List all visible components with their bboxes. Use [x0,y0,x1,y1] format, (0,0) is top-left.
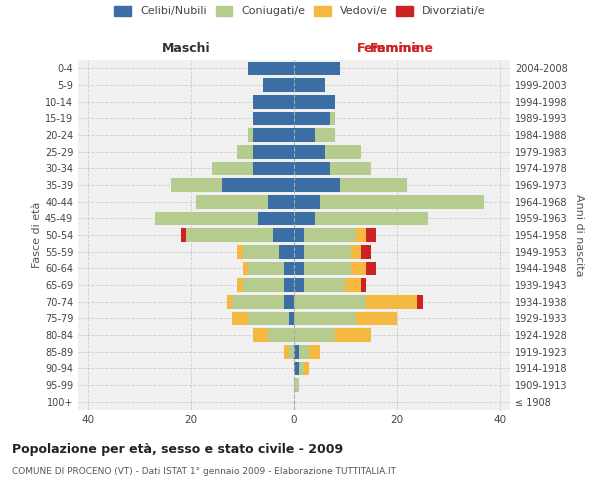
Bar [227,295,232,308]
Bar [294,145,325,158]
Bar [284,295,294,308]
Bar [361,245,371,258]
Bar [155,212,258,225]
Bar [294,362,299,375]
Bar [294,162,330,175]
Bar [232,312,248,325]
Bar [294,378,299,392]
Bar [304,362,310,375]
Bar [294,128,314,142]
Bar [278,245,294,258]
Bar [294,312,356,325]
Bar [222,178,294,192]
Bar [346,278,361,292]
Bar [248,62,294,75]
Text: Femmine: Femmine [357,42,421,55]
Bar [325,145,361,158]
Bar [294,62,340,75]
Legend: Celibi/Nubili, Coniugati/e, Vedovi/e, Divorziati/e: Celibi/Nubili, Coniugati/e, Vedovi/e, Di… [115,6,485,16]
Bar [181,228,186,242]
Bar [242,278,284,292]
Y-axis label: Anni di nascita: Anni di nascita [574,194,584,276]
Bar [289,312,294,325]
Bar [289,345,294,358]
Bar [366,295,418,308]
Bar [335,328,371,342]
Bar [212,162,253,175]
Bar [238,245,242,258]
Bar [242,262,248,275]
Bar [294,78,325,92]
Bar [268,195,294,208]
Bar [310,345,320,358]
Bar [314,212,428,225]
Bar [294,178,340,192]
Bar [294,228,304,242]
Bar [294,262,304,275]
Bar [304,262,350,275]
Bar [294,212,314,225]
Bar [248,262,284,275]
Bar [253,162,294,175]
Bar [238,278,242,292]
Bar [356,228,366,242]
Bar [350,245,361,258]
Bar [238,145,253,158]
Bar [304,245,350,258]
Text: Popolazione per età, sesso e stato civile - 2009: Popolazione per età, sesso e stato civil… [12,442,343,456]
Bar [284,345,289,358]
Bar [253,328,268,342]
Bar [248,312,289,325]
Bar [196,195,268,208]
Bar [253,112,294,125]
Bar [253,95,294,108]
Bar [361,278,366,292]
Bar [350,262,366,275]
Bar [232,295,284,308]
Bar [294,95,335,108]
Bar [299,362,304,375]
Bar [418,295,422,308]
Bar [294,195,320,208]
Bar [274,228,294,242]
Bar [304,278,346,292]
Bar [294,328,335,342]
Bar [366,262,376,275]
Bar [330,112,335,125]
Bar [284,278,294,292]
Bar [263,78,294,92]
Bar [242,245,278,258]
Y-axis label: Fasce di età: Fasce di età [32,202,42,268]
Bar [284,262,294,275]
Bar [294,245,304,258]
Bar [253,128,294,142]
Bar [366,228,376,242]
Bar [304,228,356,242]
Bar [294,112,330,125]
Bar [170,178,222,192]
Text: Maschi: Maschi [161,42,211,55]
Bar [258,212,294,225]
Bar [268,328,294,342]
Bar [299,345,310,358]
Bar [294,295,366,308]
Bar [356,312,397,325]
Bar [314,128,335,142]
Text: Femmine: Femmine [370,42,434,55]
Bar [320,195,484,208]
Text: COMUNE DI PROCENO (VT) - Dati ISTAT 1° gennaio 2009 - Elaborazione TUTTITALIA.IT: COMUNE DI PROCENO (VT) - Dati ISTAT 1° g… [12,468,396,476]
Bar [294,345,299,358]
Bar [294,278,304,292]
Bar [248,128,253,142]
Bar [253,145,294,158]
Bar [340,178,407,192]
Bar [330,162,371,175]
Bar [186,228,274,242]
